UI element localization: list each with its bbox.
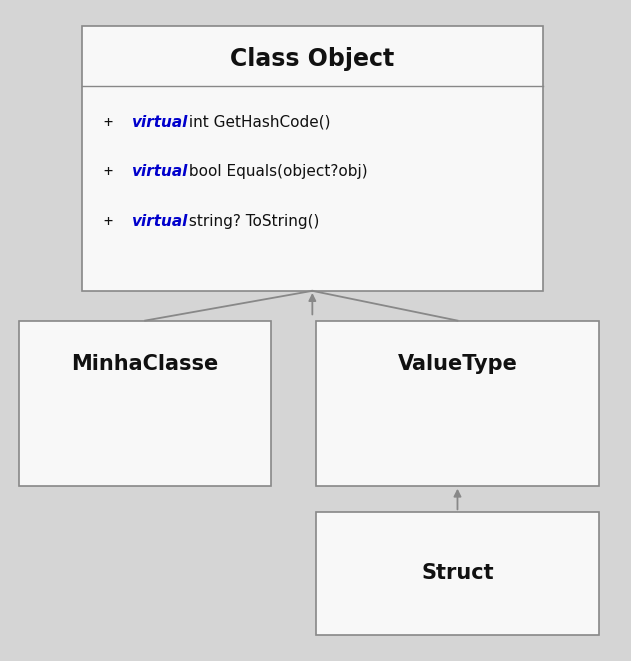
Text: virtual: virtual: [131, 214, 187, 229]
Text: virtual: virtual: [131, 165, 187, 179]
Text: int GetHashCode(): int GetHashCode(): [184, 115, 331, 130]
FancyBboxPatch shape: [82, 26, 543, 291]
Text: +: +: [104, 165, 131, 179]
FancyBboxPatch shape: [316, 321, 599, 486]
Text: string? ToString(): string? ToString(): [184, 214, 320, 229]
Text: virtual: virtual: [131, 115, 187, 130]
FancyBboxPatch shape: [19, 321, 271, 486]
Text: ValueType: ValueType: [398, 354, 517, 373]
Text: +: +: [104, 115, 131, 130]
Text: MinhaClasse: MinhaClasse: [71, 354, 219, 373]
Text: +: +: [104, 214, 131, 229]
Text: bool Equals(object?obj): bool Equals(object?obj): [184, 165, 368, 179]
FancyBboxPatch shape: [316, 512, 599, 635]
Text: Class Object: Class Object: [230, 48, 394, 71]
Text: Struct: Struct: [421, 563, 494, 584]
